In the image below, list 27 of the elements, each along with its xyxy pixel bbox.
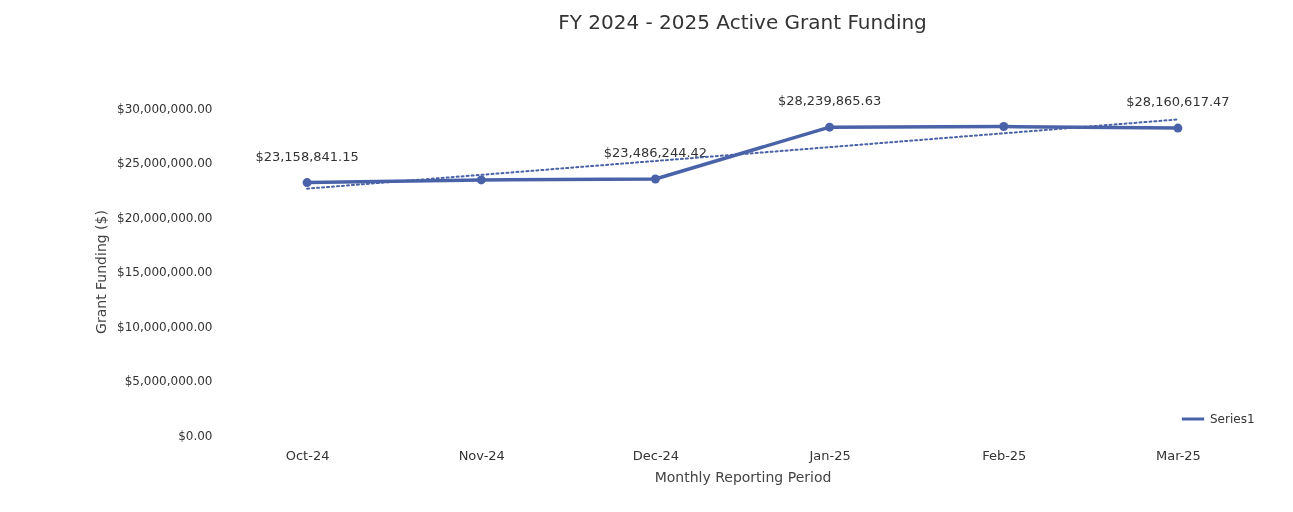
data-label: $23,158,841.15 xyxy=(255,148,359,164)
legend-label: Series1 xyxy=(1210,412,1255,426)
y-tick-label: $0.00 xyxy=(178,428,213,443)
x-tick-label: Dec-24 xyxy=(632,447,680,463)
y-tick-label: $30,000,000.00 xyxy=(117,101,213,116)
y-tick-label: $25,000,000.00 xyxy=(117,156,213,170)
point xyxy=(476,175,486,185)
y-axis-title: Grant Funding ($) xyxy=(93,210,110,334)
x-tick-label: Jan-25 xyxy=(808,447,851,463)
point xyxy=(999,122,1009,131)
point xyxy=(1173,123,1183,133)
point xyxy=(302,178,312,188)
data-label: $28,160,617.47 xyxy=(1126,94,1230,110)
point xyxy=(825,122,835,132)
x-axis-title: Monthly Reporting Period xyxy=(654,468,832,485)
point xyxy=(650,174,660,184)
chart-title: FY 2024 - 2025 Active Grant Funding xyxy=(558,10,927,35)
x-tick-label: Feb-25 xyxy=(982,447,1027,463)
y-tick-label: $5,000,000.00 xyxy=(124,374,213,388)
x-tick-label: Mar-25 xyxy=(1155,447,1201,463)
y-tick-label: $10,000,000.00 xyxy=(117,319,213,334)
y-tick-label: $20,000,000.00 xyxy=(117,210,213,225)
x-tick-label: Nov-24 xyxy=(458,447,505,463)
data-label: $23,486,244.42 xyxy=(603,145,708,160)
y-tick-label: $15,000,000.00 xyxy=(117,265,213,279)
data-label: $28,239,865.63 xyxy=(777,93,882,109)
x-tick-label: Oct-24 xyxy=(285,447,330,463)
